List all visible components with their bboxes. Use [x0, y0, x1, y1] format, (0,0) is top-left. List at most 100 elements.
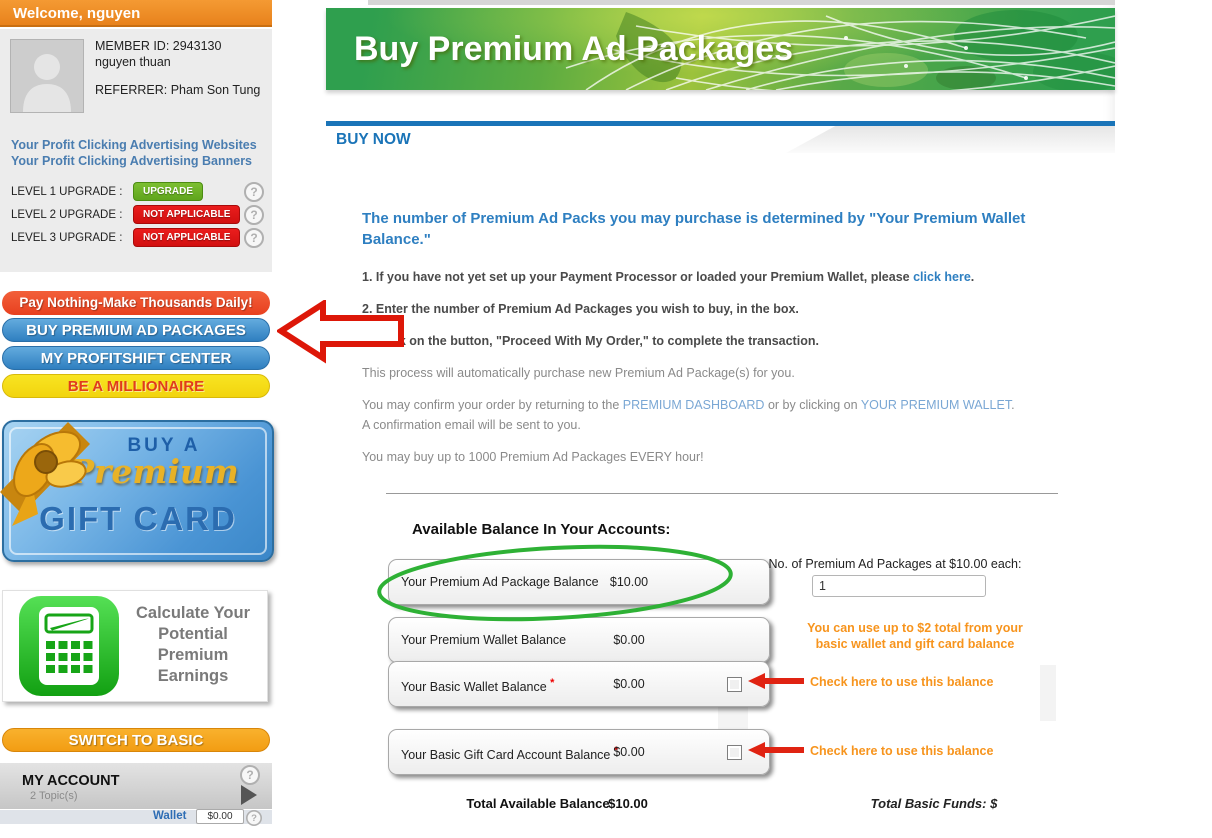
tab-decoration — [786, 126, 1115, 153]
balance-label: Your Premium Wallet Balance — [401, 633, 567, 647]
balance-value: $0.00 — [613, 677, 645, 691]
level-3-status-button[interactable]: NOT APPLICABLE — [133, 228, 241, 247]
question-icon[interactable]: ? — [240, 765, 260, 785]
confirm-mid-text: or by clicking on — [764, 398, 861, 412]
use-basic-wallet-checkbox[interactable] — [727, 677, 742, 692]
confirm-text: You may confirm your order by returning … — [362, 398, 623, 412]
step-1: 1. If you have not yet set up your Payme… — [362, 270, 974, 284]
play-icon[interactable] — [241, 785, 257, 805]
basic-wallet-balance-row: Your Basic Wallet Balance * $0.00 — [388, 661, 770, 707]
link-advertising-banners[interactable]: Your Profit Clicking Advertising Banners — [11, 154, 253, 168]
confirm-period: . — [1011, 398, 1015, 412]
member-id: MEMBER ID: 2943130 — [95, 39, 222, 53]
balance-value: $0.00 — [613, 745, 645, 759]
scroll-strip[interactable] — [1040, 665, 1056, 721]
total-available-label: Total Available Balance — [466, 796, 610, 811]
wallet-row: Wallet $0.00 ? — [0, 809, 272, 826]
qty-label: No. of Premium Ad Packages at $10.00 eac… — [768, 557, 1022, 571]
level-1-label: LEVEL 1 UPGRADE : — [11, 186, 123, 198]
gift-card-line2: Premium — [69, 452, 239, 491]
referrer: REFERRER: Pham Son Tung — [95, 83, 261, 97]
avatar — [10, 39, 84, 113]
level-3-label: LEVEL 3 UPGRADE : — [11, 232, 123, 244]
buy-premium-ad-packages-button[interactable]: BUY PREMIUM AD PACKAGES — [2, 318, 270, 342]
tab-row: BUY NOW — [326, 126, 1115, 153]
premium-dashboard-link[interactable]: PREMIUM DASHBOARD — [622, 398, 765, 412]
switch-to-basic-button[interactable]: SWITCH TO BASIC — [2, 728, 270, 752]
balance-value: $0.00 — [613, 633, 645, 647]
required-asterisk: * — [550, 677, 555, 689]
person-silhouette-icon — [23, 54, 71, 112]
note-auto-purchase: This process will automatically purchase… — [362, 366, 795, 380]
qty-input[interactable] — [812, 575, 986, 597]
tab-buy-now[interactable]: BUY NOW — [336, 131, 411, 148]
level-3-row: LEVEL 3 UPGRADE : NOT APPLICABLE ? — [11, 228, 264, 250]
use-gift-card-checkbox[interactable] — [727, 745, 742, 760]
link-advertising-websites[interactable]: Your Profit Clicking Advertising Website… — [11, 138, 257, 152]
required-asterisk: * — [613, 745, 619, 757]
balance-label: Your Basic Wallet Balance * — [401, 677, 554, 694]
balance-label-text: Your Basic Wallet Balance — [401, 680, 547, 695]
premium-wallet-balance-row: Your Premium Wallet Balance $0.00 — [388, 617, 770, 663]
limit-note-line2: basic wallet and gift card balance — [815, 637, 1015, 651]
pay-nothing-button[interactable]: Pay Nothing-Make Thousands Daily! — [2, 291, 270, 315]
gift-bow-icon — [0, 422, 90, 526]
question-icon[interactable]: ? — [244, 205, 264, 225]
earnings-calculator-banner[interactable]: Calculate Your Potential Premium Earning… — [2, 590, 268, 702]
click-here-link[interactable]: click here — [913, 270, 971, 284]
main-panel: Buy Premium Ad Packages BUY NOW The numb… — [326, 0, 1115, 838]
level-2-row: LEVEL 2 UPGRADE : NOT APPLICABLE ? — [11, 205, 264, 227]
level-1-row: LEVEL 1 UPGRADE : UPGRADE ? — [11, 182, 264, 204]
section-divider — [386, 493, 1058, 494]
step-1-period: . — [970, 270, 975, 284]
balances-heading: Available Balance In Your Accounts: — [412, 521, 671, 538]
my-profitshift-center-button[interactable]: MY PROFITSHIFT CENTER — [2, 346, 270, 370]
sidebar-links: Your Profit Clicking Advertising Website… — [11, 137, 257, 169]
gift-card-line3: GIFT CARD — [39, 500, 237, 537]
basic-funds-limit-note: You can use up to $2 total from your bas… — [770, 620, 1060, 652]
note-confirm: You may confirm your order by returning … — [362, 398, 1015, 412]
intro-heading-line1: The number of Premium Ad Packs you may p… — [362, 210, 1026, 227]
check-note-gift-card: Check here to use this balance — [810, 744, 994, 758]
note-confirmation-email: A confirmation email will be sent to you… — [362, 418, 581, 432]
member-name: nguyen thuan — [95, 55, 171, 69]
question-icon[interactable]: ? — [244, 182, 264, 202]
intro-heading: The number of Premium Ad Packs you may p… — [362, 208, 1092, 250]
my-account-topics: 2 Topic(s) — [30, 790, 78, 802]
your-premium-wallet-link[interactable]: YOUR PREMIUM WALLET — [860, 398, 1012, 412]
wallet-link[interactable]: Wallet — [153, 810, 187, 822]
balance-label-text: Your Basic Gift Card Account Balance — [401, 748, 611, 763]
intro-heading-line2: Balance." — [362, 231, 431, 248]
question-icon[interactable]: ? — [246, 810, 262, 826]
be-a-millionaire-button[interactable]: BE A MILLIONAIRE — [2, 374, 270, 398]
top-strip — [368, 0, 1115, 5]
calculator-text: Calculate Your Potential Premium Earning… — [135, 604, 250, 685]
buy-gift-card-banner[interactable]: BUY A Premium GIFT CARD — [0, 420, 274, 562]
level-1-upgrade-button[interactable]: UPGRADE — [133, 182, 204, 201]
limit-note-line1: You can use up to $2 total from your — [807, 621, 1023, 635]
step-3: 3. Click on the button, "Proceed With My… — [362, 334, 819, 348]
level-2-status-button[interactable]: NOT APPLICABLE — [133, 205, 241, 224]
total-basic-funds: Total Basic Funds: $ — [870, 796, 998, 811]
page-banner: Buy Premium Ad Packages — [326, 8, 1115, 90]
world-network-graphic — [565, 10, 1115, 90]
my-account-title: MY ACCOUNT — [22, 773, 120, 789]
question-icon[interactable]: ? — [244, 228, 264, 248]
gift-card-line1: BUY A — [127, 435, 201, 456]
buy-now-content: The number of Premium Ad Packs you may p… — [326, 153, 1115, 838]
my-account-panel[interactable]: MY ACCOUNT 2 Topic(s) ? — [0, 762, 272, 809]
basic-gift-card-balance-row: Your Basic Gift Card Account Balance * $… — [388, 729, 770, 775]
balance-label: Your Basic Gift Card Account Balance * — [401, 745, 618, 762]
total-available-value: $10.00 — [608, 796, 648, 811]
calculator-icon — [19, 596, 119, 696]
welcome-banner: Welcome, nguyen — [0, 0, 272, 27]
balance-label: Your Premium Ad Package Balance — [401, 575, 599, 589]
profile-panel: MEMBER ID: 2943130 nguyen thuan REFERRER… — [0, 29, 272, 272]
balance-value: $10.00 — [609, 575, 649, 589]
wallet-balance: $0.00 — [196, 809, 244, 824]
blue-divider-bar — [326, 121, 1115, 126]
step-1-text: 1. If you have not yet set up your Payme… — [362, 270, 914, 284]
sidebar: Welcome, nguyen MEMBER ID: 2943130 nguye… — [0, 0, 274, 838]
member-info: MEMBER ID: 2943130 nguyen thuan REFERRER… — [95, 39, 260, 99]
